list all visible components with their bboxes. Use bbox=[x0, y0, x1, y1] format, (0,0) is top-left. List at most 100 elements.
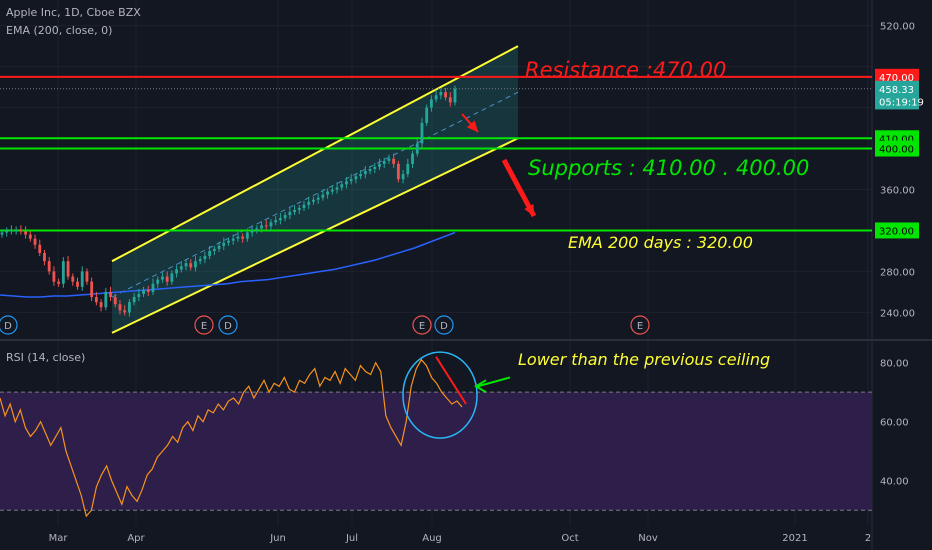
time-tick-label: 2 bbox=[865, 533, 871, 544]
event-marker-label: E bbox=[637, 321, 643, 332]
candle-body bbox=[104, 291, 108, 308]
channel-mid bbox=[111, 91, 519, 298]
candle-body bbox=[151, 283, 155, 292]
price-tick-label: 280.00 bbox=[880, 267, 915, 278]
candle-body bbox=[293, 209, 296, 213]
rsi-highlight-circle bbox=[402, 351, 478, 439]
event-marker-label: E bbox=[201, 321, 207, 332]
candle-body bbox=[335, 187, 339, 190]
candle-body bbox=[264, 225, 268, 227]
candle-body bbox=[283, 215, 287, 219]
channel-lower bbox=[111, 137, 519, 334]
candle-body bbox=[312, 199, 315, 202]
candle-body bbox=[52, 271, 56, 282]
candle-body bbox=[113, 297, 117, 305]
price-tag-label: 400.00 bbox=[879, 145, 914, 156]
candle-body bbox=[368, 169, 372, 172]
candle-body bbox=[373, 166, 377, 169]
rsi-note-arrow bbox=[477, 376, 511, 388]
candle-body bbox=[349, 179, 353, 182]
candle-body bbox=[448, 97, 452, 103]
time-tick-label: Apr bbox=[127, 533, 145, 544]
candle-body bbox=[401, 174, 405, 180]
price-tag-label: 458.33 bbox=[879, 85, 914, 96]
candle-body bbox=[429, 99, 433, 108]
event-marker-label: D bbox=[224, 321, 232, 332]
candle-body bbox=[90, 281, 94, 298]
candle-body bbox=[127, 302, 131, 313]
candle-body bbox=[194, 261, 197, 268]
time-tick-label: Aug bbox=[422, 533, 442, 544]
resistance-annotation: Resistance :470.00 bbox=[525, 58, 727, 82]
candle-body bbox=[227, 240, 230, 243]
candle-body bbox=[47, 261, 51, 272]
earnings-marker bbox=[412, 315, 432, 335]
earnings-marker bbox=[194, 315, 214, 335]
candle-body bbox=[288, 212, 292, 216]
rsi-band bbox=[0, 392, 872, 511]
rsi-note-arrow-head bbox=[474, 379, 487, 394]
candle-body bbox=[354, 176, 358, 180]
candle-body bbox=[217, 245, 221, 249]
candle-body bbox=[137, 293, 141, 298]
candle-body bbox=[316, 197, 320, 200]
dividend-marker bbox=[434, 315, 454, 335]
ema-annotation: EMA 200 days : 320.00 bbox=[568, 233, 753, 252]
candle-body bbox=[0, 232, 4, 235]
time-axis: Mar Apr Jun Jul Aug Oct Nov 2021 2 bbox=[49, 533, 872, 544]
price-tag-label: 320.00 bbox=[879, 226, 914, 237]
candle-body bbox=[61, 261, 65, 284]
candle-body bbox=[109, 291, 112, 298]
candle-body bbox=[278, 218, 282, 221]
candle-body bbox=[392, 158, 396, 164]
candle-body bbox=[420, 122, 424, 144]
ema-indicator-label[interactable]: EMA (200, close, 0) bbox=[6, 24, 113, 37]
candle-body bbox=[330, 189, 334, 192]
ema-line bbox=[0, 231, 456, 298]
candle-body bbox=[297, 207, 301, 210]
candle-body bbox=[161, 276, 164, 280]
candle-body bbox=[396, 163, 400, 180]
price-tick-label: 520.00 bbox=[880, 22, 915, 33]
price-tag-label: 05:19:19 bbox=[879, 97, 924, 108]
candle-body bbox=[24, 231, 28, 235]
rsi-indicator-label[interactable]: RSI (14, close) bbox=[6, 351, 86, 364]
candle-body bbox=[179, 266, 183, 270]
price-pane bbox=[0, 45, 872, 334]
candle-body bbox=[33, 238, 37, 245]
candle-body bbox=[71, 276, 75, 282]
candle-body bbox=[123, 310, 127, 313]
dividend-marker bbox=[218, 315, 238, 335]
candle-body bbox=[203, 256, 207, 260]
time-tick-label: Nov bbox=[638, 533, 658, 544]
candle-body bbox=[340, 184, 344, 188]
candle-body bbox=[43, 252, 46, 262]
candle-body bbox=[250, 230, 254, 233]
time-tick-label: Jun bbox=[269, 533, 286, 544]
candle-body bbox=[406, 163, 410, 175]
candle-body bbox=[411, 153, 414, 164]
candle-body bbox=[28, 234, 32, 239]
candle-body bbox=[359, 174, 363, 177]
event-marker-label: D bbox=[440, 321, 448, 332]
candle-body bbox=[94, 297, 98, 303]
target-arrow-head bbox=[524, 204, 534, 216]
candle-body bbox=[269, 222, 273, 227]
candle-body bbox=[387, 158, 391, 161]
price-tag-label: 470.00 bbox=[879, 73, 914, 84]
candle-body bbox=[189, 263, 193, 268]
candle-body bbox=[85, 271, 89, 282]
candle-body bbox=[10, 230, 13, 232]
event-marker-label: D bbox=[4, 321, 12, 332]
candle-body bbox=[439, 92, 443, 96]
price-tag-label: 410.00 bbox=[879, 134, 914, 145]
candle-body bbox=[146, 289, 150, 292]
price-tag bbox=[875, 93, 919, 110]
candle-body bbox=[425, 107, 429, 123]
symbol-title[interactable]: Apple Inc, 1D, Cboe BZX bbox=[6, 6, 141, 19]
price-tick-label: 360.00 bbox=[880, 185, 915, 196]
rsi-tick-label: 60.00 bbox=[880, 418, 909, 429]
candle-body bbox=[222, 242, 226, 246]
rsi-downtrend-line bbox=[435, 356, 467, 405]
